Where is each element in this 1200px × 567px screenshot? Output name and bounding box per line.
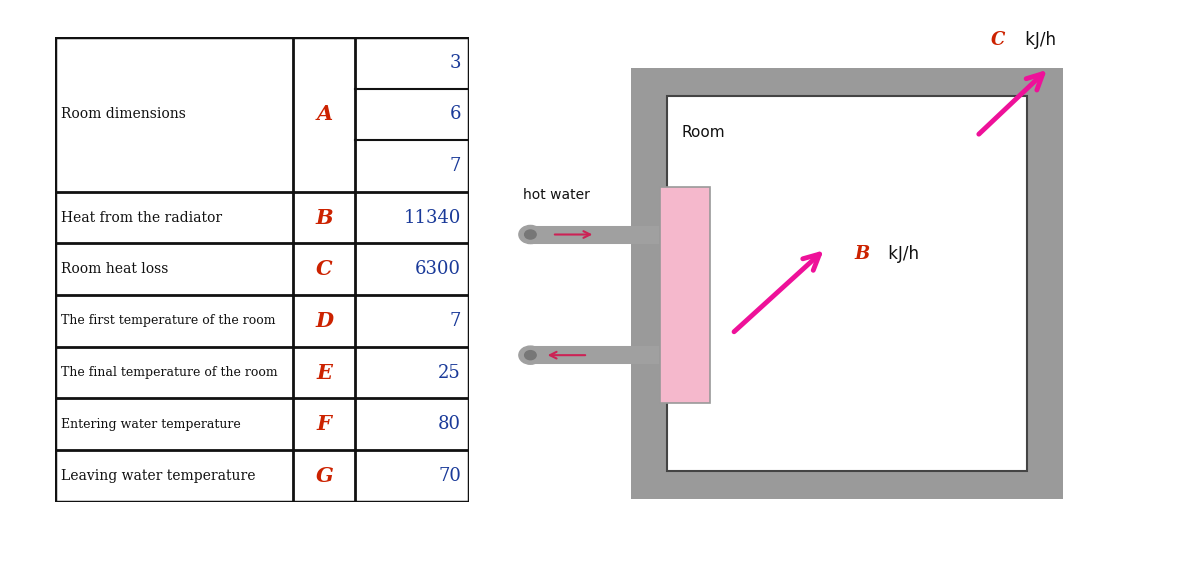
Text: A: A xyxy=(316,104,332,124)
Text: C: C xyxy=(316,259,332,280)
Text: 11340: 11340 xyxy=(403,209,461,227)
Text: Room dimensions: Room dimensions xyxy=(61,107,186,121)
Text: 7: 7 xyxy=(450,312,461,330)
Text: 80: 80 xyxy=(438,415,461,433)
Text: B: B xyxy=(316,208,334,228)
Text: kJ/h: kJ/h xyxy=(1020,31,1056,49)
Text: Entering water temperature: Entering water temperature xyxy=(61,418,241,431)
Text: Heat from the radiator: Heat from the radiator xyxy=(61,211,222,225)
Text: G: G xyxy=(316,466,334,486)
Text: D: D xyxy=(316,311,334,331)
Text: C: C xyxy=(991,31,1006,49)
Circle shape xyxy=(524,350,536,359)
Text: hot water: hot water xyxy=(523,188,590,202)
Text: E: E xyxy=(317,363,332,383)
Text: 3: 3 xyxy=(450,54,461,71)
Text: 7: 7 xyxy=(450,157,461,175)
Text: 25: 25 xyxy=(438,363,461,382)
Text: B: B xyxy=(854,246,870,263)
Text: The first temperature of the room: The first temperature of the room xyxy=(61,315,276,328)
Text: kJ/h: kJ/h xyxy=(883,246,919,263)
Bar xyxy=(660,187,710,403)
Text: The final temperature of the room: The final temperature of the room xyxy=(61,366,278,379)
Text: 70: 70 xyxy=(438,467,461,485)
Bar xyxy=(667,96,1027,471)
Circle shape xyxy=(518,346,542,364)
Circle shape xyxy=(524,230,536,239)
Text: Room: Room xyxy=(682,125,725,139)
Bar xyxy=(631,68,1063,499)
Circle shape xyxy=(518,226,542,244)
Text: Leaving water temperature: Leaving water temperature xyxy=(61,469,256,483)
Text: 6300: 6300 xyxy=(415,260,461,278)
Text: Room heat loss: Room heat loss xyxy=(61,263,169,276)
Text: F: F xyxy=(317,414,331,434)
Text: 6: 6 xyxy=(450,105,461,124)
